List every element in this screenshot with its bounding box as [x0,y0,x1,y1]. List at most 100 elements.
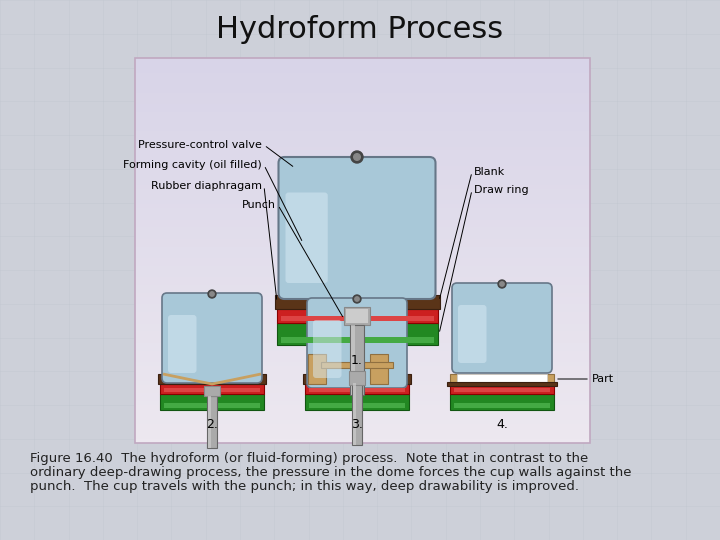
Text: 2.: 2. [206,417,218,430]
Bar [135,239,590,243]
Bar [309,403,405,408]
Circle shape [498,280,506,288]
Bar [135,381,590,385]
Bar [135,93,590,97]
Bar [135,327,590,332]
Bar [135,247,590,251]
Bar [281,337,433,343]
Bar [135,385,590,389]
Text: Figure 16.40  The hydroform (or fluid-forming) process.  Note that in contrast t: Figure 16.40 The hydroform (or fluid-for… [30,452,588,465]
Bar [135,81,590,85]
FancyBboxPatch shape [458,305,487,363]
Bar [135,77,590,81]
Bar [135,439,590,443]
Bar [135,428,590,431]
Bar [135,312,590,316]
Bar [135,397,590,401]
Text: Part: Part [592,374,614,384]
Bar [135,173,590,177]
Text: 4.: 4. [496,417,508,430]
Bar [164,403,260,408]
Bar [135,343,590,347]
Bar [349,371,365,385]
Circle shape [208,290,216,298]
Bar [135,58,590,62]
Bar [135,347,590,350]
Bar [135,281,590,285]
Bar [135,424,590,428]
Bar [135,293,590,296]
Bar [204,386,220,396]
Bar [305,394,409,410]
Bar [135,350,590,354]
Bar [135,85,590,89]
Bar [457,374,547,382]
Bar [135,116,590,119]
Bar [135,177,590,181]
Bar [351,325,355,395]
Bar [135,170,590,173]
Bar [160,384,264,394]
Bar [135,270,590,274]
Bar [207,396,217,448]
Text: Draw ring: Draw ring [474,185,528,195]
Bar [135,332,590,335]
Circle shape [353,295,361,303]
FancyBboxPatch shape [168,315,197,373]
Text: 3.: 3. [351,417,363,430]
FancyBboxPatch shape [307,298,407,388]
Bar [135,278,590,281]
Circle shape [210,292,215,296]
Bar [135,162,590,166]
FancyBboxPatch shape [313,320,341,378]
Bar [158,374,266,384]
Bar [135,370,590,374]
Bar [135,127,590,131]
Bar [135,208,590,212]
Bar [135,308,590,312]
Bar [450,384,554,394]
Bar [135,200,590,204]
Bar [135,135,590,139]
Bar [303,374,411,384]
Text: Hydroform Process: Hydroform Process [217,16,503,44]
Bar [308,354,326,384]
FancyBboxPatch shape [162,293,262,383]
Bar [344,307,370,325]
Bar [309,388,405,392]
Bar [454,403,550,408]
Bar [135,366,590,370]
Bar [135,296,590,301]
Bar [135,262,590,266]
Bar [135,335,590,339]
FancyBboxPatch shape [452,283,552,373]
Bar [135,274,590,278]
Bar [135,231,590,235]
Bar [450,374,554,384]
Bar [160,394,264,410]
Text: Punch: Punch [242,200,276,210]
Bar [135,193,590,197]
Bar [135,266,590,270]
FancyBboxPatch shape [286,192,328,283]
Bar [135,131,590,135]
Bar [135,359,590,362]
Bar [447,382,557,386]
Bar [135,301,590,305]
Bar [135,139,590,143]
Bar [135,408,590,412]
Bar [135,158,590,162]
Bar [135,197,590,200]
Bar [350,325,364,395]
Bar [135,289,590,293]
Bar [281,316,433,321]
Bar [135,58,590,443]
Bar [135,420,590,424]
Bar [135,251,590,254]
Text: Forming cavity (oil filled): Forming cavity (oil filled) [123,160,262,170]
Bar [135,362,590,366]
Bar [135,377,590,381]
Bar [208,396,211,448]
Bar [135,220,590,224]
Bar [135,124,590,127]
